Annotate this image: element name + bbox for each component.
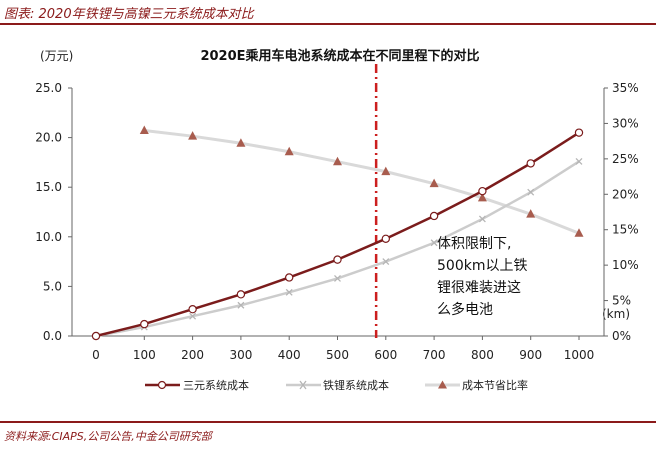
- x-tick-label: 100: [133, 348, 156, 362]
- y-ticks-right: 0% 5% 10% 15% 20% 25% 30% 35%: [604, 81, 639, 343]
- x-axis-unit: (km): [602, 307, 630, 321]
- y-tick-label-right: 30%: [612, 116, 639, 130]
- ternary-point: [140, 319, 149, 329]
- bottom-rule: [0, 421, 656, 423]
- x-tick-label: 800: [471, 348, 494, 362]
- series-points-ternary-cost: [91, 128, 584, 341]
- ternary-point: [526, 159, 535, 168]
- legend-label-lfp: 铁锂系统成本: [323, 378, 389, 392]
- y-tick-label-left: 0.0: [43, 329, 62, 343]
- annotation-line-4: 么多电池: [437, 301, 493, 318]
- ratio-point: [574, 228, 584, 237]
- ratio-point: [236, 138, 246, 147]
- legend-item-ternary: 三元系统成本: [145, 378, 249, 392]
- ratio-point: [429, 178, 439, 188]
- lfp-point: [285, 288, 293, 296]
- x-tick-label: 900: [519, 348, 542, 362]
- figure-title: 图表: 2020年铁锂与高镍三元系统成本对比: [4, 7, 254, 22]
- y-axis-unit: (万元): [40, 49, 73, 63]
- y-tick-label-left: 5.0: [43, 279, 62, 293]
- y-tick-label-right: 20%: [612, 187, 639, 201]
- annotation-line-2: 500km以上铁: [437, 258, 527, 274]
- x-tick-label: 300: [229, 348, 252, 362]
- x-tick-label: 0: [92, 348, 100, 362]
- ternary-point: [236, 290, 246, 299]
- lfp-point: [237, 301, 245, 309]
- legend-item-lfp: 铁锂系统成本: [286, 378, 389, 392]
- x-tick-label: 700: [423, 348, 446, 362]
- series-line-cost-saving-ratio: [144, 129, 580, 235]
- x-tick-label: 600: [374, 348, 397, 362]
- annotation-line-3: 锂很难装进这: [437, 279, 521, 296]
- series-points-cost-saving-ratio: [139, 125, 584, 237]
- x-tick-label: 1000: [564, 348, 595, 362]
- ratio-point: [381, 166, 391, 176]
- ternary-point: [285, 273, 294, 282]
- lfp-point: [430, 239, 438, 247]
- chart-title: 2020E乘用车电池系统成本在不同里程下的对比: [200, 48, 479, 64]
- lfp-point: [575, 157, 583, 165]
- lfp-point: [334, 275, 341, 282]
- y-ticks-left: 0.0 5.0 10.0 15.0 20.0 25.0: [35, 81, 72, 343]
- legend-item-ratio: 成本节省比率: [425, 378, 528, 392]
- legend: 三元系统成本 铁锂系统成本 成本节省比率: [145, 378, 528, 392]
- y-tick-label-left: 25.0: [35, 81, 62, 95]
- legend-marker-ternary: [157, 380, 167, 390]
- ternary-point: [574, 128, 584, 137]
- legend-label-ratio: 成本节省比率: [462, 378, 528, 392]
- y-tick-label-right: 5%: [612, 294, 631, 308]
- ternary-point: [333, 255, 342, 264]
- ternary-point: [188, 305, 197, 314]
- ratio-point: [526, 209, 536, 218]
- ratio-point: [284, 146, 294, 156]
- lfp-point: [382, 258, 390, 266]
- y-tick-label-right: 0%: [612, 329, 631, 343]
- y-tick-label-right: 35%: [612, 81, 639, 95]
- legend-label-ternary: 三元系统成本: [183, 378, 249, 392]
- x-tick-label: 400: [278, 348, 301, 362]
- ternary-point: [429, 211, 439, 221]
- ratio-point: [139, 125, 149, 135]
- y-tick-label-right: 15%: [612, 223, 639, 237]
- lfp-point: [189, 312, 197, 320]
- ratio-point: [188, 131, 198, 140]
- y-tick-label-right: 25%: [612, 152, 639, 166]
- ratio-point: [333, 156, 342, 166]
- ternary-point: [91, 331, 101, 341]
- y-tick-label-left: 20.0: [35, 131, 62, 145]
- top-rule: [0, 23, 656, 25]
- ternary-point: [381, 234, 390, 243]
- x-tick-label: 500: [326, 348, 349, 362]
- lfp-point: [527, 188, 535, 196]
- ternary-point: [478, 186, 487, 196]
- x-ticks: 0 100 200 300 400 500 600 700 800 900 1000: [92, 336, 594, 362]
- lfp-point: [478, 215, 486, 223]
- annotation-line-1: 体积限制下,: [437, 236, 511, 252]
- y-tick-label-left: 15.0: [35, 180, 62, 194]
- legend-marker-ratio: [438, 380, 447, 389]
- source-note: 资料来源:CIAPS,公司公告,中金公司研究部: [4, 430, 212, 443]
- annotation: 体积限制下, 500km以上铁 锂很难装进这 么多电池: [437, 236, 527, 318]
- x-tick-label: 200: [181, 348, 204, 362]
- y-tick-label-right: 10%: [612, 258, 639, 272]
- y-tick-label-left: 10.0: [35, 230, 62, 244]
- legend-marker-lfp: [299, 380, 307, 390]
- ratio-point: [477, 192, 487, 202]
